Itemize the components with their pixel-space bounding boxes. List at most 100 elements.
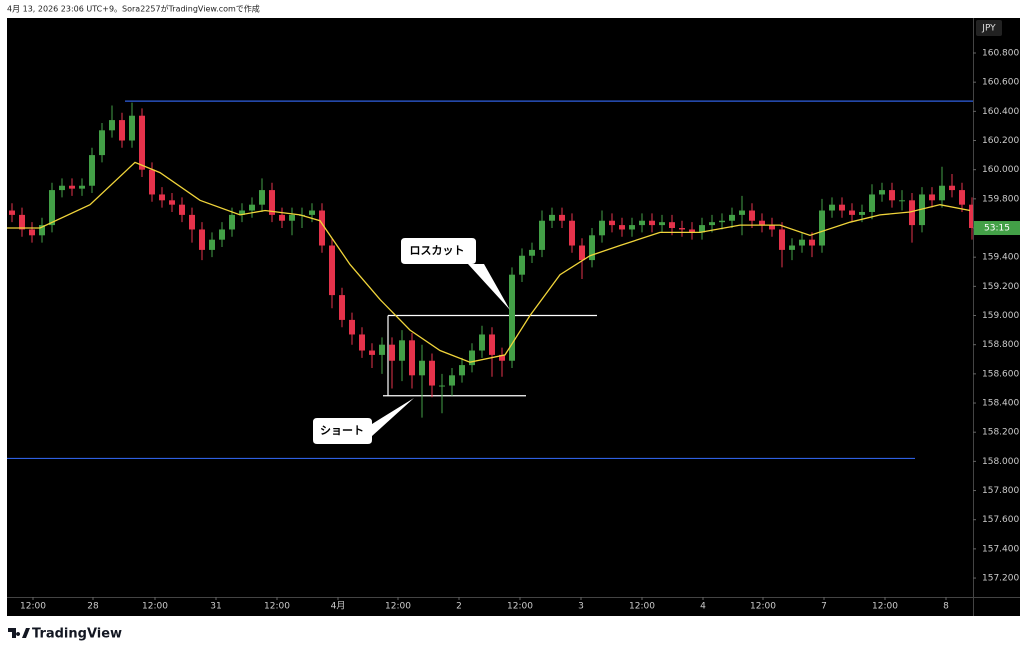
candle-body <box>389 344 395 361</box>
candle-body <box>699 225 705 233</box>
candle-body <box>449 375 455 386</box>
plot-area <box>7 18 973 597</box>
candle-body <box>719 220 725 223</box>
candle-body <box>49 190 55 226</box>
candle-body <box>729 214 735 221</box>
candle-body <box>539 220 545 250</box>
candle-body <box>369 350 375 355</box>
candle-body <box>159 194 165 201</box>
candle-body <box>89 155 95 186</box>
candle-body <box>739 210 745 215</box>
y-tick-label: 157.600 <box>982 515 1019 525</box>
y-tick-label: 159.200 <box>982 282 1019 292</box>
candle-body <box>489 334 495 355</box>
candle-body <box>9 210 15 215</box>
candle-body <box>629 225 635 230</box>
currency-box <box>976 20 1002 36</box>
candle-body <box>899 200 905 202</box>
x-tick-label: 12:00 <box>629 602 655 612</box>
candle-body <box>789 245 795 250</box>
candle-body <box>79 185 85 189</box>
logo-mark <box>8 628 30 638</box>
candle-body <box>859 211 865 215</box>
callout-box <box>401 238 510 310</box>
x-tick-label: 4 <box>700 602 706 612</box>
x-tick-label: 2 <box>456 602 462 612</box>
y-tick-label: 159.800 <box>982 194 1019 204</box>
candle-body <box>269 190 275 215</box>
y-tick-label: 160.000 <box>982 165 1019 175</box>
candle-body <box>319 210 325 246</box>
candle-body <box>879 190 885 195</box>
candle-body <box>119 120 125 141</box>
candle-body <box>249 204 255 211</box>
candle-body <box>239 210 245 215</box>
callout-text: ロスカット <box>410 244 465 257</box>
candle-body <box>419 360 425 376</box>
candle-body <box>809 239 815 246</box>
candle-body <box>329 245 335 296</box>
callout-text: ショート <box>320 424 364 437</box>
candle-body <box>939 185 945 201</box>
candle-body <box>669 222 675 229</box>
candle-body <box>759 220 765 226</box>
candle-body <box>399 340 405 361</box>
candle-body <box>59 185 65 191</box>
candle-body <box>869 194 875 212</box>
candle-body <box>679 228 685 230</box>
candle-body <box>819 210 825 246</box>
candle-body <box>279 214 285 221</box>
candle-body <box>589 235 595 261</box>
candle-body <box>709 222 715 226</box>
candle-body <box>19 214 25 230</box>
x-tick-label: 12:00 <box>872 602 898 612</box>
y-tick-label: 157.800 <box>982 486 1019 496</box>
candle-body <box>649 220 655 226</box>
candle-body <box>479 334 485 351</box>
candle-body <box>959 190 965 205</box>
x-tick-label: 31 <box>210 602 221 612</box>
candle-body <box>289 214 295 221</box>
y-tick-label: 158.400 <box>982 399 1019 409</box>
callouts: ロスカット ショート <box>313 238 510 444</box>
x-tick-label: 3 <box>578 602 584 612</box>
x-tick-label: 4月 <box>331 601 346 612</box>
y-tick-label: 159.400 <box>982 253 1019 263</box>
candle-body <box>339 295 345 320</box>
candle-body <box>579 245 585 261</box>
candle-body <box>429 360 435 386</box>
candle-body <box>149 169 155 195</box>
y-tick-label: 160.600 <box>982 78 1019 88</box>
y-tick-label: 160.200 <box>982 136 1019 146</box>
candle-body <box>599 220 605 236</box>
candle-body <box>549 214 555 221</box>
brand: TradingView <box>32 627 122 642</box>
candle-body <box>499 354 505 361</box>
x-tick-label: 7 <box>821 602 827 612</box>
candle-body <box>109 120 115 131</box>
y-tick-label: 159.000 <box>982 311 1019 321</box>
candle-body <box>409 340 415 376</box>
candle-body <box>359 334 365 351</box>
candle-body <box>659 222 665 226</box>
candle-body <box>139 115 145 170</box>
candle-body <box>779 229 785 250</box>
candle-body <box>169 200 175 205</box>
candle-body <box>179 204 185 215</box>
candle-body <box>99 130 105 156</box>
candle-body <box>29 229 35 236</box>
candle-body <box>889 190 895 201</box>
time-axis <box>7 597 973 616</box>
x-tick-label: 12:00 <box>385 602 411 612</box>
x-tick-label: 12:00 <box>264 602 290 612</box>
currency: JPY <box>981 24 996 34</box>
candle-body <box>459 365 465 376</box>
candle-body <box>379 344 385 355</box>
x-tick-label: 12:00 <box>507 602 533 612</box>
candle-body <box>509 274 515 361</box>
y-tick-label: 157.200 <box>982 574 1019 584</box>
candle-body <box>849 210 855 215</box>
callout-box <box>313 398 414 444</box>
y-tick-label: 158.000 <box>982 457 1019 467</box>
candle-body <box>919 194 925 226</box>
